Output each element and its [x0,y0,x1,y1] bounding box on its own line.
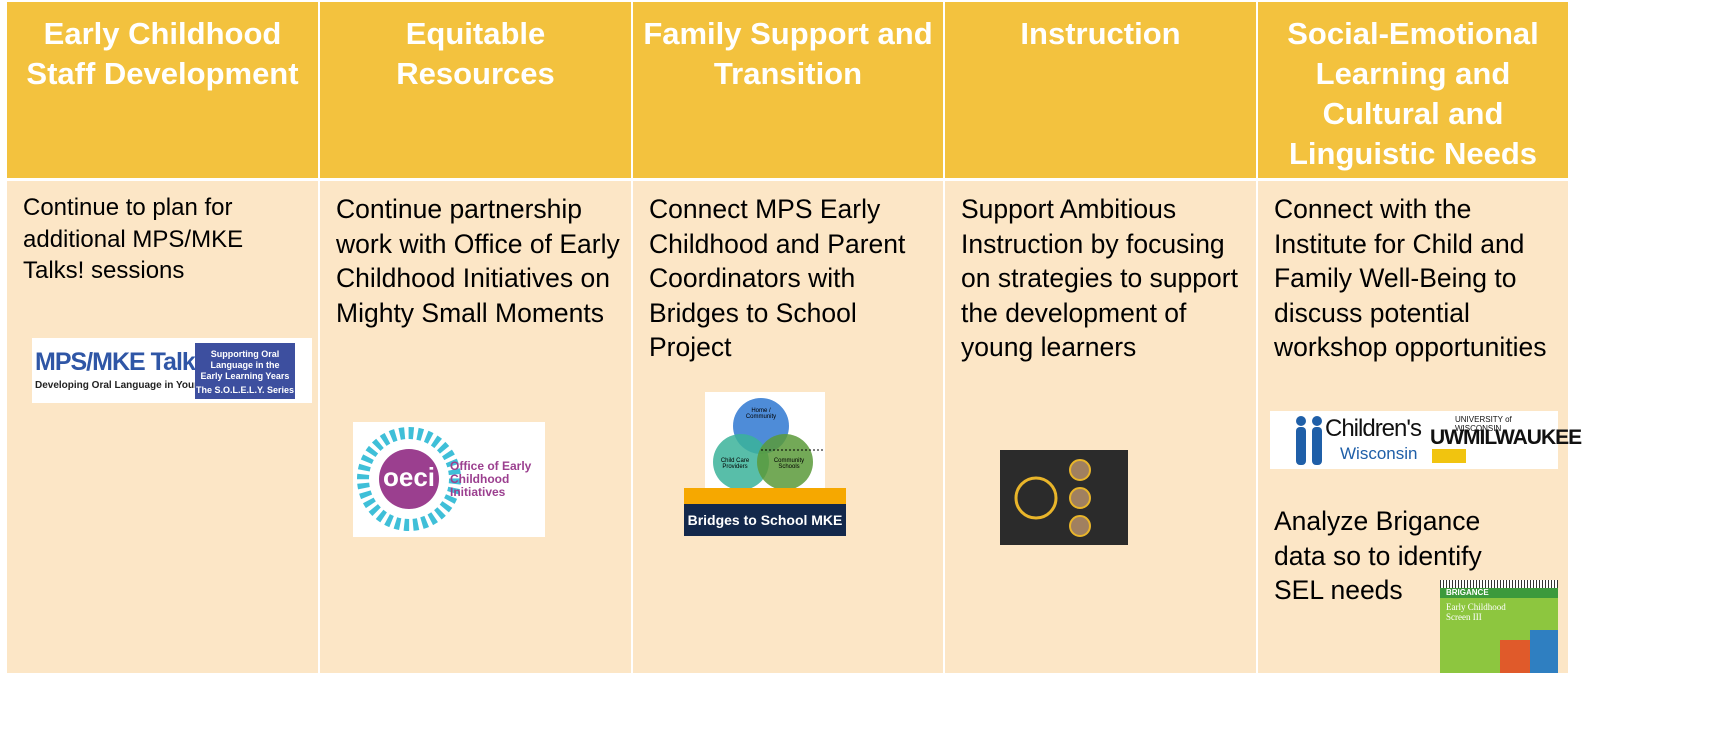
circle [1069,487,1091,509]
logo-title: MPS/MKE Talks! [35,348,216,376]
body [1312,427,1322,465]
paragraph: Connect with the Institute for Child and… [1274,194,1547,363]
column-heading: Early Childhood Staff Development [7,2,318,178]
block [1500,640,1530,673]
circle [713,434,769,488]
circle [1014,476,1058,520]
logo: Children's Wisconsin UNIVERSITY of WISCO… [1270,411,1582,469]
bar [684,488,846,504]
venn [713,398,823,488]
circle [757,434,813,488]
circle [1069,459,1091,481]
logo-title: UWMILWAUKEE [1430,426,1582,449]
logo-subtitle: Wisconsin [1340,444,1418,463]
circle [1069,515,1091,537]
body [1296,427,1306,465]
logo: MPS/MKE Talks! Developing Oral Language … [32,338,312,403]
image [1000,450,1128,545]
flag [1432,449,1466,463]
logo-subtitle: Developing Oral Language in Young Childr… [35,380,250,391]
book: BRIGANCE Early Childhood Screen III [1440,580,1558,673]
column-heading: Instruction [945,2,1256,178]
head [1296,416,1306,426]
paragraph: Support Ambitious Instruction by focusin… [961,194,1238,363]
column-heading: Family Support and Transition [633,2,943,178]
logo-box: Supporting Oral Language in the Early Le… [195,343,295,399]
logo-box-text: Supporting Oral Language in the Early Le… [200,349,290,381]
image-bg [1000,450,1128,545]
column-heading: Equitable Resources [320,2,631,178]
circle-label: Community Schools [773,458,805,470]
paragraph: Continue to plan for additional MPS/MKE … [23,194,244,284]
ring [357,427,461,531]
paragraph: Connect MPS Early Childhood and Parent C… [649,194,906,363]
column-heading: Social-Emotional Learning and Cultural a… [1258,2,1568,178]
logo: oeci Office of Early Childhood Initiativ… [353,422,545,537]
figures [1296,416,1322,465]
logo-subtitle: UNIVERSITY of WISCONSIN [1455,415,1512,433]
logo-title: oeci [382,462,436,492]
spiral [1440,580,1558,588]
paragraph: Continue partnership work with Office of… [336,194,620,328]
circle-label: Child Care Providers [720,458,750,470]
logo-subtitle: Office of Early Childhood Initiatives [450,459,532,499]
paragraph: Analyze Brigance data so to identify SEL… [1274,506,1482,606]
logo-series: The S.O.L.E.L.Y. Series [195,385,295,395]
circle-label: Home / Community [745,408,777,420]
head [1312,416,1322,426]
book-subtitle: Early Childhood Screen III [1446,602,1506,622]
column-body [945,181,1256,673]
diagram: Home / Community Child Care Providers Co… [705,392,825,488]
logo-title: Bridges to School MKE [684,504,846,536]
logo-title: Children's [1325,415,1422,442]
book-title: BRIGANCE [1440,588,1558,598]
circle [379,449,439,509]
column-body [7,181,318,673]
logo-emblem [357,427,461,531]
block [1530,630,1558,673]
